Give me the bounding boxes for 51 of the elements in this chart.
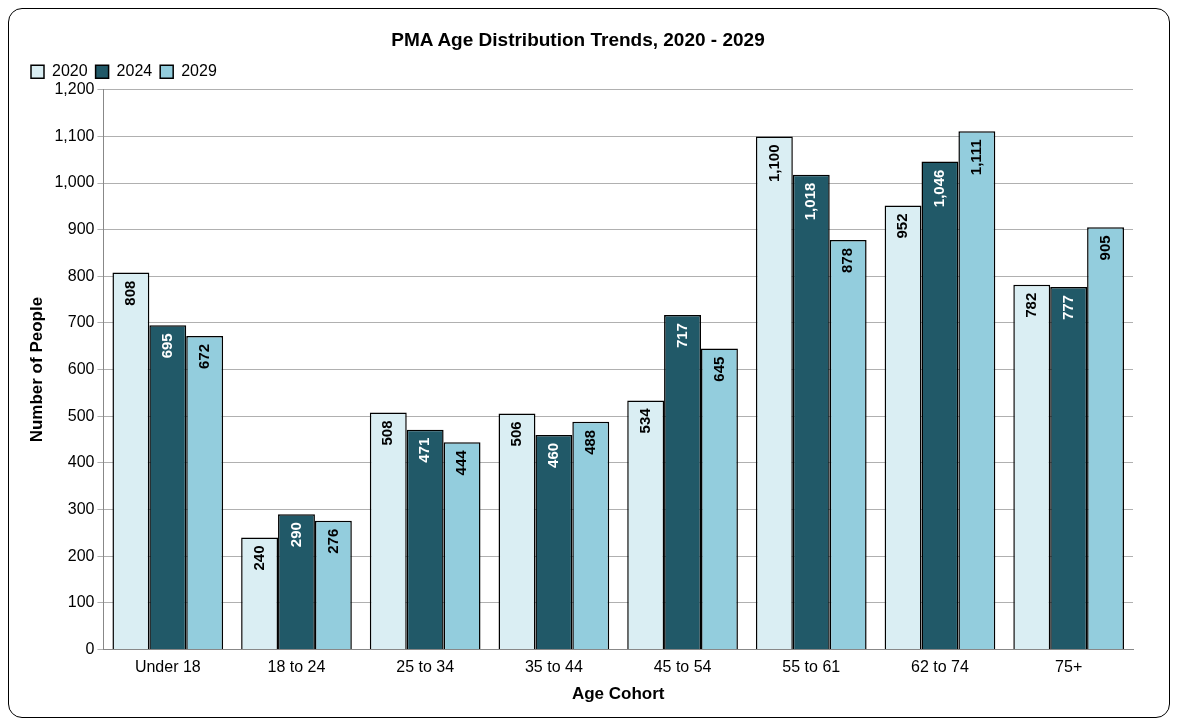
y-tick-label: 400 [67, 453, 95, 471]
data-label: 508 [378, 420, 396, 446]
x-tick-label: 75+ [1055, 658, 1083, 676]
data-label: 1,100 [764, 144, 782, 182]
legend-label: 2024 [116, 62, 153, 80]
x-tick-label: 62 to 74 [911, 658, 969, 676]
data-label: 808 [121, 280, 139, 306]
data-label: 488 [580, 429, 598, 455]
data-label: 777 [1058, 295, 1076, 321]
data-label: 276 [323, 528, 341, 554]
data-label: 695 [157, 333, 175, 359]
y-tick-label: 200 [67, 546, 95, 564]
data-label: 444 [452, 449, 470, 476]
x-tick-label: 45 to 54 [653, 658, 712, 676]
data-label: 905 [1095, 235, 1113, 261]
data-label: 878 [838, 247, 856, 273]
x-tick-label: 25 to 34 [396, 658, 455, 676]
x-tick-label: 35 to 44 [524, 658, 583, 676]
data-label: 471 [415, 437, 433, 463]
y-tick-label: 800 [67, 266, 95, 284]
y-tick-label: 100 [67, 593, 95, 611]
data-label: 534 [635, 407, 653, 434]
data-label: 240 [249, 545, 267, 571]
data-label: 506 [507, 421, 525, 447]
data-label: 717 [672, 323, 690, 349]
y-tick-label: 1,200 [54, 80, 95, 98]
x-tick-label: Under 18 [134, 658, 201, 676]
y-tick-label: 900 [67, 220, 95, 238]
data-label: 645 [709, 356, 727, 382]
data-label: 1,111 [966, 139, 984, 176]
data-label: 290 [286, 522, 304, 548]
y-tick-label: 300 [67, 499, 95, 517]
y-tick-label: 500 [67, 406, 95, 424]
data-label: 1,046 [930, 169, 948, 208]
legend-label: 2029 [181, 62, 217, 80]
y-tick-label: 1,100 [54, 126, 95, 144]
y-tick-label: 600 [67, 360, 95, 378]
y-tick-label: 1,000 [54, 173, 95, 191]
data-label: 952 [893, 213, 911, 239]
data-label: 782 [1021, 292, 1039, 318]
y-tick-label: 700 [67, 313, 95, 331]
y-tick-label: 0 [85, 639, 95, 657]
x-tick-label: 55 to 61 [782, 658, 841, 676]
x-axis-title: Age Cohort [571, 684, 665, 704]
x-tick-label: 18 to 24 [267, 658, 326, 676]
data-label: 1,018 [801, 182, 819, 221]
chart-title: PMA Age Distribution Trends, 2020 - 2029 [391, 28, 765, 50]
data-label: 460 [544, 442, 562, 468]
y-axis-title: Number of People [26, 296, 46, 443]
legend-label: 2020 [52, 62, 88, 80]
data-label: 672 [194, 344, 212, 370]
